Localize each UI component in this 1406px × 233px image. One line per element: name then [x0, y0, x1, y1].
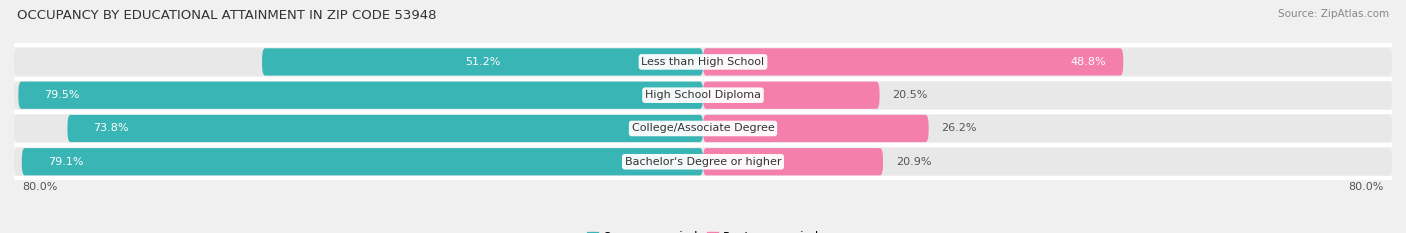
Text: 48.8%: 48.8%: [1070, 57, 1107, 67]
FancyBboxPatch shape: [703, 148, 883, 175]
Text: 73.8%: 73.8%: [93, 123, 129, 134]
Text: 79.1%: 79.1%: [48, 157, 83, 167]
FancyBboxPatch shape: [18, 82, 703, 109]
Text: Source: ZipAtlas.com: Source: ZipAtlas.com: [1278, 9, 1389, 19]
Text: 79.5%: 79.5%: [44, 90, 80, 100]
Text: 51.2%: 51.2%: [465, 57, 501, 67]
Text: 20.9%: 20.9%: [896, 157, 931, 167]
Text: 20.5%: 20.5%: [893, 90, 928, 100]
Text: High School Diploma: High School Diploma: [645, 90, 761, 100]
FancyBboxPatch shape: [703, 82, 880, 109]
FancyBboxPatch shape: [14, 115, 1392, 142]
FancyBboxPatch shape: [67, 115, 703, 142]
Text: Bachelor's Degree or higher: Bachelor's Degree or higher: [624, 157, 782, 167]
Text: Less than High School: Less than High School: [641, 57, 765, 67]
Text: OCCUPANCY BY EDUCATIONAL ATTAINMENT IN ZIP CODE 53948: OCCUPANCY BY EDUCATIONAL ATTAINMENT IN Z…: [17, 9, 436, 22]
FancyBboxPatch shape: [14, 148, 1392, 175]
Text: 80.0%: 80.0%: [1348, 182, 1384, 192]
FancyBboxPatch shape: [703, 115, 928, 142]
Legend: Owner-occupied, Renter-occupied: Owner-occupied, Renter-occupied: [582, 226, 824, 233]
FancyBboxPatch shape: [262, 48, 703, 75]
FancyBboxPatch shape: [703, 48, 1123, 75]
FancyBboxPatch shape: [14, 48, 1392, 75]
Text: 80.0%: 80.0%: [22, 182, 58, 192]
FancyBboxPatch shape: [14, 82, 1392, 109]
Text: College/Associate Degree: College/Associate Degree: [631, 123, 775, 134]
Text: 26.2%: 26.2%: [942, 123, 977, 134]
FancyBboxPatch shape: [22, 148, 703, 175]
